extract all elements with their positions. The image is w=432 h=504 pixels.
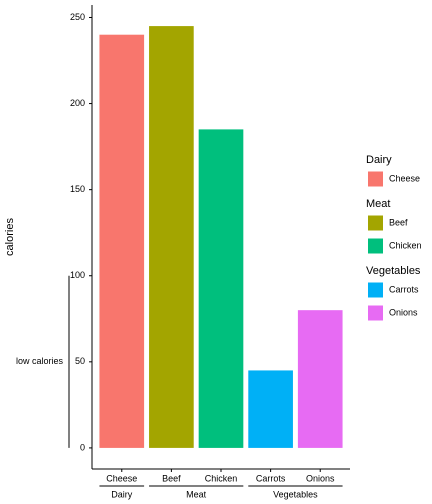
bar [198, 129, 244, 448]
y-tick-label: 200 [70, 98, 85, 108]
bar [297, 310, 343, 448]
group-label: Meat [186, 489, 207, 499]
x-tick-label: Chicken [205, 473, 238, 483]
legend-title: Meat [366, 198, 390, 210]
legend-title: Vegetables [366, 265, 421, 277]
group-label: Vegetables [273, 489, 318, 499]
x-tick-label: Carrots [256, 473, 286, 483]
x-tick-label: Cheese [106, 473, 137, 483]
y-axis-title: calories [4, 218, 16, 256]
legend-key [368, 215, 383, 231]
bar [248, 370, 293, 448]
x-tick-label: Beef [162, 473, 181, 483]
legend-title: Dairy [366, 154, 392, 166]
legend-label: Cheese [389, 173, 420, 183]
y-tick-label: 50 [75, 356, 85, 366]
y-tick-label: 250 [70, 12, 85, 22]
legend-label: Chicken [389, 240, 422, 250]
y-tick-label: 100 [70, 270, 85, 280]
x-tick-label: Onions [306, 473, 335, 483]
annotation-label: low calories [16, 356, 64, 366]
legend-label: Carrots [389, 284, 419, 294]
legend-key [368, 171, 383, 187]
bar [99, 34, 145, 448]
y-tick-label: 150 [70, 184, 85, 194]
legend-key [368, 238, 383, 254]
group-label: Dairy [111, 489, 133, 499]
bar [149, 26, 194, 448]
legend-label: Onions [389, 307, 418, 317]
legend-key [368, 282, 383, 298]
legend-key [368, 305, 383, 321]
y-tick-label: 0 [80, 442, 85, 452]
legend-label: Beef [389, 217, 408, 227]
